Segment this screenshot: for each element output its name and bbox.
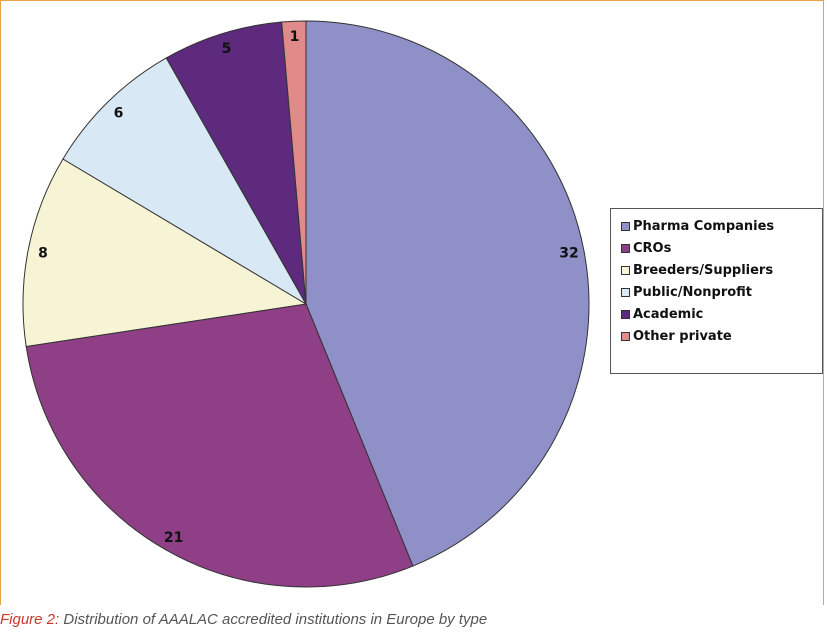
pie-slice-pharma-companies	[305, 20, 590, 567]
legend-item-academic: Academic	[621, 303, 822, 325]
legend-swatch	[621, 221, 630, 231]
slice-value-label-pharma-companies: 32	[559, 245, 578, 261]
legend-swatch	[621, 243, 630, 253]
slice-value-label-other-private: 1	[290, 29, 300, 45]
legend-label: CROs	[633, 240, 672, 256]
pie-slice-public-nonprofit	[62, 57, 308, 306]
legend-label: Public/Nonprofit	[633, 284, 753, 300]
legend-item-other-private: Other private	[621, 325, 822, 347]
pie-slice-breeders-suppliers	[22, 158, 308, 348]
legend-item-breeders-suppliers: Breeders/Suppliers	[621, 259, 822, 281]
legend-item-pharma-companies: Pharma Companies	[621, 215, 822, 237]
legend-label: Academic	[633, 306, 704, 322]
pie-slice-academic	[165, 21, 307, 305]
legend-label: Pharma Companies	[633, 218, 775, 234]
legend-item-cros: CROs	[621, 237, 822, 259]
legend-swatch	[621, 287, 630, 297]
slice-value-label-academic: 5	[222, 41, 232, 57]
legend-label: Other private	[633, 328, 732, 344]
figure-label: Figure 2:	[0, 611, 60, 628]
legend-swatch	[621, 265, 630, 275]
slice-value-label-cros: 21	[164, 530, 183, 546]
figure-frame: 32 21 8 6 5 1 Pharma Companies CROs Breeders/Su…	[0, 0, 824, 605]
legend-label: Breeders/Suppliers	[633, 262, 774, 278]
legend-item-public-nonprofit: Public/Nonprofit	[621, 281, 822, 303]
pie-slice-cros	[25, 303, 414, 588]
legend-swatch	[621, 331, 630, 341]
pie-chart: 32 21 8 6 5 1	[22, 20, 590, 588]
figure-caption: Figure 2: Distribution of AAALAC accredi…	[0, 611, 487, 628]
chart-legend: Pharma Companies CROs Breeders/Suppliers Pu…	[610, 208, 823, 374]
pie-slice-other-private	[281, 20, 307, 305]
slice-value-label-breeders-suppliers: 8	[38, 245, 48, 261]
caption-text: Distribution of AAALAC accredited instit…	[59, 611, 488, 628]
slice-value-label-public-nonprofit: 6	[114, 105, 124, 121]
legend-swatch	[621, 309, 630, 319]
